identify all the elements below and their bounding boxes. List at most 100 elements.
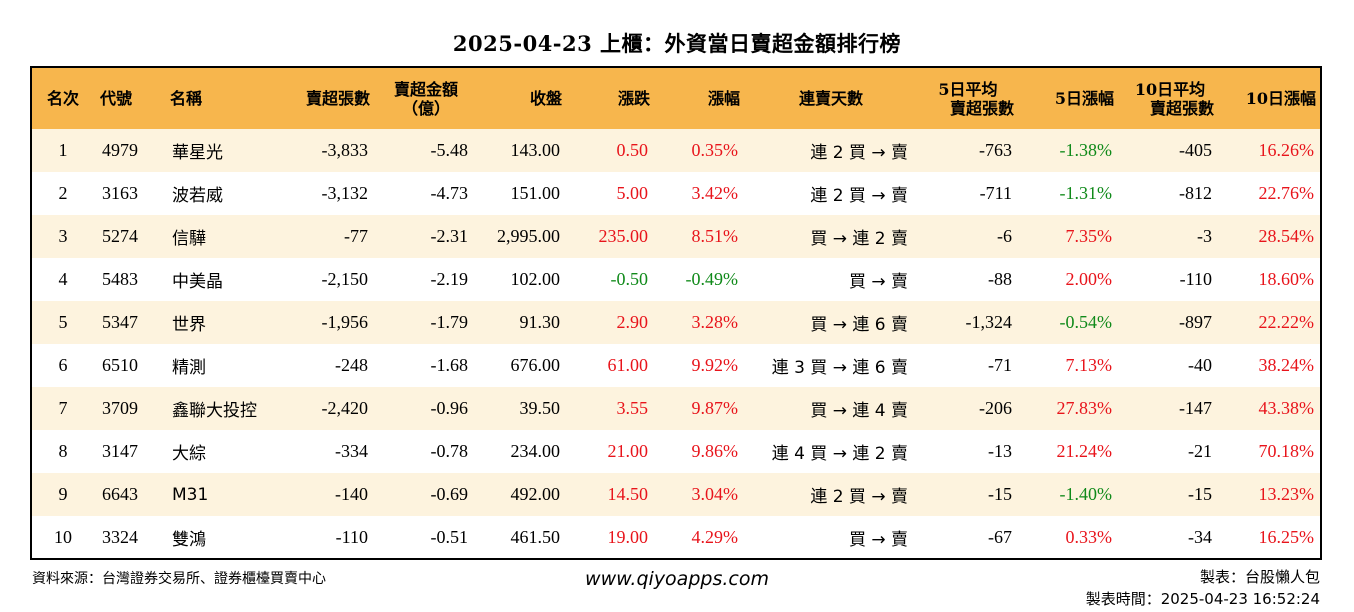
table-row: 6 6510 精測 -248 -1.68 676.00 61.00 9.92% 連 3 買 → …: [32, 344, 1320, 387]
cell-avg5: -88: [988, 269, 1012, 289]
cell-avg5: -6: [997, 226, 1012, 246]
cell-avg5: -711: [979, 183, 1012, 203]
cell-sell-shares: -1,956: [321, 312, 369, 332]
table-row: 10 3324 雙鴻 -110 -0.51 461.50 19.00 4.29% 買 → 賣 -6…: [32, 516, 1320, 558]
cell-sell-shares: -3,132: [321, 183, 369, 203]
cell-name: M31: [172, 484, 209, 505]
cell-sell-shares: -77: [344, 226, 368, 246]
cell-sell-shares: -334: [335, 441, 368, 461]
cell-change: 19.00: [607, 527, 649, 547]
cell-name: 鑫聯大投控: [172, 401, 257, 421]
cell-sell-amount: -2.31: [430, 226, 469, 246]
cell-close: 102.00: [510, 269, 561, 289]
cell-streak: 買 → 賣: [848, 272, 908, 292]
cell-streak: 連 2 買 → 賣: [810, 487, 908, 507]
table-row: 9 6643 M31 -140 -0.69 492.00 14.50 3.04% 連 2 買 →…: [32, 473, 1320, 516]
cell-sell-amount: -5.48: [430, 140, 469, 160]
table-header-row: 名次 代號 名稱 賣超張數 賣超金額 （億） 收盤 漲跌 漲幅 連賣天數 5日平…: [32, 68, 1320, 129]
cell-sell-shares: -140: [335, 484, 368, 504]
header-avg5-line2: 賣超張數: [949, 98, 1014, 118]
cell-chg10: 13.23%: [1258, 484, 1315, 504]
cell-sell-amount: -4.73: [430, 183, 469, 203]
cell-close: 143.00: [510, 140, 561, 160]
generated-time: 製表時間：2025-04-23 16:52:24: [1085, 590, 1320, 608]
cell-avg10: -405: [1179, 140, 1212, 160]
cell-rank: 5: [58, 312, 68, 332]
table-row: 3 5274 信驊 -77 -2.31 2,995.00 235.00 8.51% 買 → 連 …: [32, 215, 1320, 258]
cell-change: -0.50: [610, 269, 649, 289]
cell-change: 14.50: [607, 484, 649, 504]
cell-chg10: 18.60%: [1258, 269, 1315, 289]
table-row: 1 4979 華星光 -3,833 -5.48 143.00 0.50 0.35% 連 2 買 …: [32, 129, 1320, 172]
cell-chg5: -1.40%: [1059, 484, 1113, 504]
cell-change-pct: 0.35%: [691, 140, 739, 160]
cell-name: 信驊: [172, 229, 206, 249]
cell-chg5: -0.54%: [1059, 312, 1113, 332]
cell-code: 3324: [102, 527, 138, 547]
table-row: 4 5483 中美晶 -2,150 -2.19 102.00 -0.50 -0.49% 買 → …: [32, 258, 1320, 301]
cell-rank: 1: [58, 140, 68, 160]
cell-code: 6643: [102, 484, 138, 504]
cell-close: 461.50: [510, 527, 561, 547]
cell-change-pct: 3.42%: [691, 183, 739, 203]
cell-chg5: -1.31%: [1059, 183, 1113, 203]
cell-avg5: -206: [979, 398, 1012, 418]
cell-avg10: -147: [1179, 398, 1212, 418]
cell-streak: 連 3 買 → 連 6 賣: [771, 358, 908, 378]
cell-sell-amount: -0.51: [430, 527, 469, 547]
cell-change-pct: 9.92%: [691, 355, 739, 375]
cell-close: 234.00: [510, 441, 561, 461]
table-row: 8 3147 大綜 -334 -0.78 234.00 21.00 9.86% 連 4 買 → …: [32, 430, 1320, 473]
cell-chg5: 7.35%: [1065, 226, 1113, 246]
cell-change: 61.00: [607, 355, 649, 375]
cell-code: 5274: [102, 226, 138, 246]
cell-change-pct: -0.49%: [685, 269, 739, 289]
cell-change-pct: 3.28%: [691, 312, 739, 332]
cell-sell-amount: -0.69: [430, 484, 469, 504]
cell-code: 5483: [102, 269, 138, 289]
cell-name: 雙鴻: [172, 530, 206, 550]
cell-avg5: -1,324: [965, 312, 1013, 332]
header-chg10: 10日漲幅: [1245, 89, 1316, 108]
table-body: 1 4979 華星光 -3,833 -5.48 143.00 0.50 0.35% 連 2 買 …: [32, 129, 1320, 558]
cell-chg10: 70.18%: [1258, 441, 1315, 461]
cell-name: 精測: [172, 358, 206, 378]
cell-chg5: 27.83%: [1056, 398, 1113, 418]
cell-avg10: -40: [1188, 355, 1212, 375]
cell-code: 5347: [102, 312, 138, 332]
cell-rank: 6: [58, 355, 68, 375]
cell-change: 3.55: [616, 398, 649, 418]
cell-rank: 2: [58, 183, 68, 203]
cell-avg5: -67: [988, 527, 1012, 547]
cell-sell-amount: -2.19: [430, 269, 469, 289]
cell-code: 6510: [102, 355, 138, 375]
cell-streak: 買 → 連 6 賣: [810, 315, 908, 335]
header-chg5: 5日漲幅: [1054, 89, 1114, 108]
header-code: 代號: [100, 89, 133, 108]
cell-chg5: 7.13%: [1065, 355, 1113, 375]
cell-name: 大綜: [172, 444, 206, 464]
cell-sell-shares: -110: [335, 527, 368, 547]
cell-chg10: 43.38%: [1258, 398, 1315, 418]
cell-avg10: -110: [1179, 269, 1212, 289]
cell-sell-shares: -2,420: [321, 398, 369, 418]
header-avg10: 10日平均 賣超張數: [1120, 68, 1220, 129]
maker-note: 製表：台股懶人包: [1199, 568, 1320, 586]
header-sell-amount-line2: （億）: [401, 98, 450, 118]
cell-sell-amount: -1.68: [430, 355, 469, 375]
cell-sell-amount: -0.96: [430, 398, 469, 418]
header-close: 收盤: [529, 89, 562, 108]
cell-name: 華星光: [172, 143, 223, 163]
cell-streak: 買 → 連 2 賣: [810, 229, 908, 249]
cell-rank: 8: [58, 441, 68, 461]
cell-chg10: 16.26%: [1258, 140, 1315, 160]
cell-avg5: -13: [988, 441, 1012, 461]
cell-change-pct: 9.87%: [691, 398, 739, 418]
cell-sell-amount: -0.78: [430, 441, 469, 461]
header-sell-shares: 賣超張數: [305, 89, 370, 108]
header-avg5-line1: 5日平均: [938, 79, 998, 99]
header-avg5: 5日平均 賣超張數: [916, 68, 1020, 129]
cell-change: 0.50: [616, 140, 649, 160]
cell-chg5: -1.38%: [1059, 140, 1113, 160]
cell-streak: 買 → 連 4 賣: [810, 401, 908, 421]
